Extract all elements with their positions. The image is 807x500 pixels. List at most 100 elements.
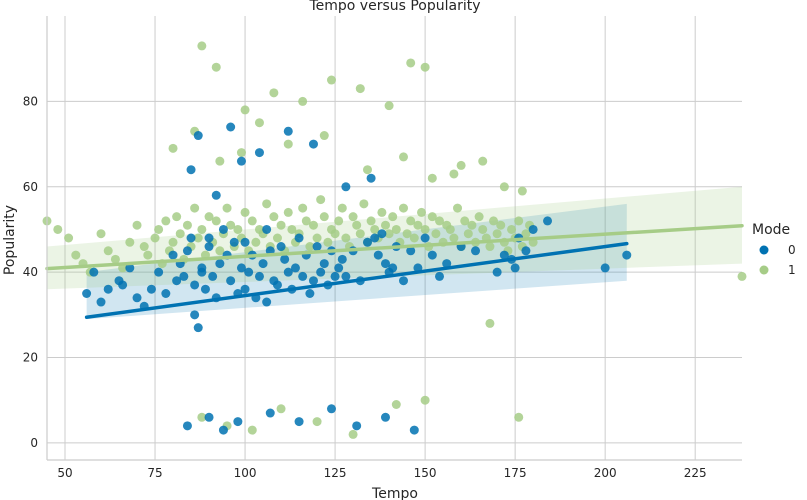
point-mode-0 xyxy=(215,259,225,269)
point-mode-1 xyxy=(283,207,293,217)
point-mode-1 xyxy=(449,169,459,179)
point-mode-1 xyxy=(172,212,182,222)
point-mode-1 xyxy=(420,395,430,405)
point-mode-0 xyxy=(82,289,92,298)
legend-title: Mode xyxy=(752,222,790,238)
point-mode-1 xyxy=(388,212,398,222)
point-mode-1 xyxy=(485,242,495,252)
point-mode-1 xyxy=(168,143,178,153)
point-mode-1 xyxy=(489,216,499,226)
point-mode-1 xyxy=(330,229,340,239)
y-axis-label: Popularity xyxy=(2,205,18,275)
point-mode-0 xyxy=(330,271,340,281)
y-tick-label: 40 xyxy=(23,265,38,279)
point-mode-1 xyxy=(316,195,326,205)
point-mode-0 xyxy=(118,280,128,290)
point-mode-1 xyxy=(427,212,437,222)
point-mode-0 xyxy=(233,417,243,427)
point-mode-0 xyxy=(258,259,268,269)
point-mode-0 xyxy=(377,229,387,239)
point-mode-1 xyxy=(456,160,466,170)
point-mode-1 xyxy=(517,186,527,196)
point-mode-0 xyxy=(326,404,336,414)
point-mode-1 xyxy=(492,229,502,239)
point-mode-0 xyxy=(236,156,246,166)
point-mode-1 xyxy=(514,216,524,226)
point-mode-1 xyxy=(269,212,279,222)
point-mode-1 xyxy=(348,429,358,439)
point-mode-1 xyxy=(175,229,185,239)
point-mode-1 xyxy=(427,173,437,183)
point-mode-0 xyxy=(186,233,196,243)
point-mode-0 xyxy=(420,233,430,243)
point-mode-0 xyxy=(380,259,390,269)
point-mode-1 xyxy=(308,220,318,230)
point-mode-1 xyxy=(150,233,160,243)
point-mode-0 xyxy=(265,408,275,418)
point-mode-0 xyxy=(352,421,362,431)
point-mode-1 xyxy=(305,242,315,252)
point-mode-1 xyxy=(384,101,394,111)
point-mode-1 xyxy=(110,254,120,264)
point-mode-0 xyxy=(622,250,632,260)
point-mode-0 xyxy=(244,267,254,277)
point-mode-0 xyxy=(528,224,538,234)
point-mode-0 xyxy=(316,267,326,277)
point-mode-1 xyxy=(254,118,264,128)
point-mode-0 xyxy=(435,271,445,281)
point-mode-1 xyxy=(485,318,495,328)
legend-label-1: 1 xyxy=(788,263,796,277)
point-mode-1 xyxy=(125,237,135,247)
point-mode-0 xyxy=(283,126,293,136)
point-mode-1 xyxy=(460,216,470,226)
point-mode-1 xyxy=(341,233,351,243)
point-mode-1 xyxy=(193,233,203,243)
point-mode-0 xyxy=(190,280,200,290)
point-mode-0 xyxy=(197,263,207,273)
point-mode-1 xyxy=(420,62,430,72)
point-mode-1 xyxy=(298,203,308,213)
point-mode-1 xyxy=(204,212,214,222)
point-mode-1 xyxy=(337,203,347,213)
point-mode-0 xyxy=(208,271,218,281)
point-mode-1 xyxy=(737,271,747,281)
point-mode-0 xyxy=(334,263,344,273)
point-mode-0 xyxy=(193,131,203,141)
point-mode-0 xyxy=(262,297,272,307)
point-mode-1 xyxy=(348,212,358,222)
point-mode-1 xyxy=(247,425,257,435)
y-tick-label: 80 xyxy=(23,94,38,108)
point-mode-0 xyxy=(182,246,192,256)
point-mode-1 xyxy=(413,220,423,230)
point-mode-0 xyxy=(172,276,182,286)
x-tick-label: 100 xyxy=(234,466,257,480)
point-mode-0 xyxy=(272,280,282,290)
point-mode-0 xyxy=(103,284,113,294)
point-mode-1 xyxy=(326,75,336,85)
scatter-points xyxy=(42,41,747,439)
tick-labels: 50 75 100 125 150 175 200 225 0 20 40 60 80 xyxy=(23,94,707,480)
point-mode-0 xyxy=(254,148,264,158)
point-mode-1 xyxy=(96,229,106,239)
point-mode-1 xyxy=(251,237,261,247)
point-mode-0 xyxy=(204,242,214,252)
point-mode-1 xyxy=(384,229,394,239)
point-mode-0 xyxy=(211,190,221,200)
point-mode-0 xyxy=(190,310,200,320)
point-mode-1 xyxy=(435,216,445,226)
point-mode-1 xyxy=(298,96,308,106)
point-mode-0 xyxy=(229,237,239,247)
point-mode-1 xyxy=(247,216,257,226)
point-mode-0 xyxy=(96,297,106,307)
point-mode-1 xyxy=(283,139,293,149)
x-tick-label: 175 xyxy=(504,466,527,480)
point-mode-1 xyxy=(463,229,473,239)
point-mode-0 xyxy=(312,242,322,252)
point-mode-1 xyxy=(406,58,416,68)
point-mode-1 xyxy=(222,203,232,213)
point-mode-0 xyxy=(236,263,246,273)
point-mode-1 xyxy=(409,233,419,243)
point-mode-1 xyxy=(215,246,225,256)
point-mode-1 xyxy=(507,224,517,234)
